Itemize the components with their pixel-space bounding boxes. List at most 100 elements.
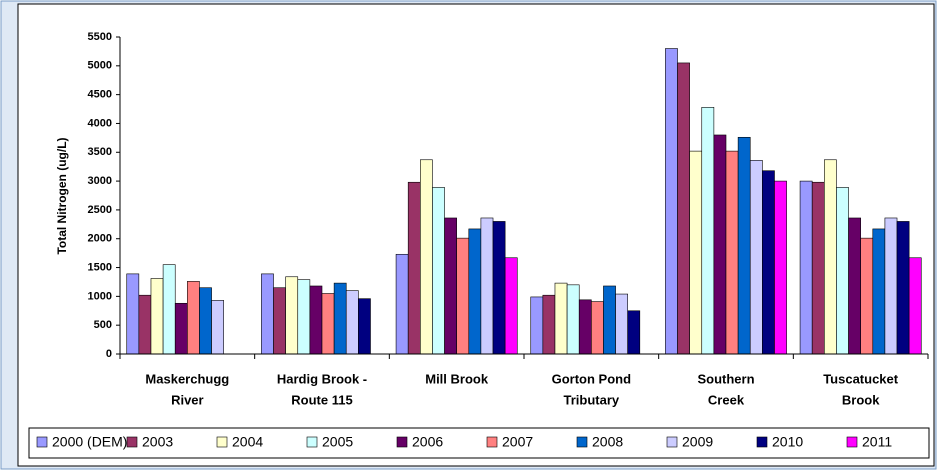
bar — [774, 180, 787, 355]
bar — [713, 134, 727, 355]
bar — [199, 287, 212, 355]
y-axis-title: Total Nitrogen (ug/L) — [55, 137, 69, 254]
y-tick-label: 4500 — [88, 89, 112, 101]
bar — [860, 237, 874, 355]
bar — [530, 296, 544, 355]
bar — [321, 293, 335, 355]
y-tick-label: 1500 — [88, 261, 112, 273]
y-tick-label: 4000 — [88, 117, 112, 129]
legend-label: 2010 — [772, 434, 803, 450]
bar — [701, 107, 715, 355]
legend-label: 2005 — [322, 434, 353, 450]
bar — [345, 290, 359, 355]
y-tick-label: 2000 — [88, 233, 112, 245]
x-tick-label: Creek — [708, 392, 745, 407]
bar — [211, 300, 224, 355]
y-tick-label: 3000 — [88, 175, 112, 187]
y-tick-label: 3500 — [88, 146, 112, 158]
bar — [432, 187, 445, 355]
legend-swatch — [216, 436, 228, 448]
bar — [297, 279, 311, 355]
bar — [309, 285, 323, 355]
legend-label: 2011 — [862, 434, 892, 450]
bar — [444, 217, 457, 355]
bar — [162, 264, 176, 355]
bar — [762, 170, 775, 355]
bar — [872, 228, 886, 355]
bar — [542, 294, 556, 355]
bar — [749, 160, 763, 355]
bar — [333, 282, 347, 355]
y-tick-label: 500 — [94, 319, 112, 331]
y-tick-label: 5500 — [88, 31, 112, 43]
legend-swatch — [756, 436, 768, 448]
x-tick-label: Maskerchugg — [145, 371, 229, 386]
bar — [187, 281, 200, 355]
bar — [896, 221, 910, 355]
bar — [884, 217, 898, 355]
bar — [554, 282, 568, 355]
legend-swatch — [396, 436, 408, 448]
x-tick-label: Southern — [697, 371, 754, 386]
legend-label: 2009 — [682, 434, 713, 450]
y-tick-label: 0 — [106, 348, 112, 360]
x-tick-label: Brook — [842, 392, 880, 407]
legend-swatch — [486, 436, 498, 448]
legend-swatch — [666, 436, 678, 448]
legend-label: 2004 — [232, 434, 263, 450]
bar — [468, 228, 482, 355]
legend-swatch — [846, 436, 858, 448]
bar — [848, 217, 861, 355]
bar — [395, 253, 409, 355]
bar — [603, 285, 616, 355]
bar — [504, 257, 518, 355]
legend-label: 2008 — [592, 434, 623, 450]
bar — [811, 181, 825, 355]
bar — [358, 298, 371, 355]
legend-label: 2000 (DEM) — [52, 434, 127, 450]
bar — [420, 159, 433, 355]
legend-swatch — [576, 436, 588, 448]
bar — [407, 181, 421, 355]
x-tick-label: Gorton Pond — [552, 371, 631, 386]
x-tick-label: Mill Brook — [425, 371, 489, 386]
bar — [174, 302, 188, 355]
x-tick-label: Tuscatucket — [823, 371, 899, 386]
bar — [578, 299, 592, 355]
legend-swatch — [126, 436, 138, 448]
x-tick-label: Tributary — [564, 392, 620, 407]
bar — [285, 276, 299, 355]
bar — [261, 273, 274, 355]
y-tick-label: 5000 — [88, 60, 112, 72]
bar — [566, 284, 580, 355]
y-tick-label: 1000 — [88, 290, 112, 302]
bar — [689, 150, 703, 355]
bar — [492, 221, 506, 355]
bar — [591, 301, 604, 355]
x-tick-label: River — [171, 392, 204, 407]
bar — [615, 293, 628, 355]
bar — [908, 257, 922, 355]
legend-swatch — [306, 436, 318, 448]
bar — [824, 159, 837, 355]
bar — [150, 278, 164, 355]
legend-swatch — [36, 436, 48, 448]
legend-box — [28, 427, 930, 459]
bar — [799, 180, 813, 355]
bar — [138, 294, 152, 355]
bar — [273, 287, 286, 355]
bar — [725, 150, 739, 355]
bar — [627, 310, 641, 355]
bar — [456, 237, 470, 355]
legend-label: 2007 — [502, 434, 533, 450]
bar — [665, 48, 678, 355]
bar — [126, 273, 140, 355]
x-tick-label: Route 115 — [291, 392, 352, 407]
x-tick-label: Hardig Brook - — [277, 371, 367, 386]
bar — [480, 217, 494, 355]
bar — [677, 62, 690, 355]
y-tick-label: 2500 — [88, 204, 112, 216]
legend-label: 2006 — [412, 434, 443, 450]
bar — [737, 136, 751, 355]
